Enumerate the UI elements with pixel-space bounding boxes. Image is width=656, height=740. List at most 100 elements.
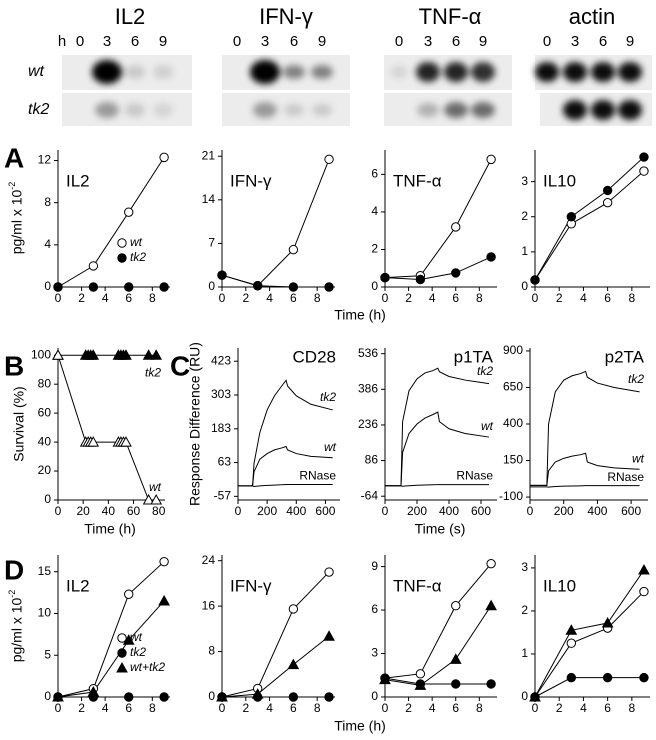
x-tick-label: 4: [429, 291, 436, 305]
data-point: [565, 624, 578, 635]
y-axis-label: pg/ml x 10-2: [7, 182, 24, 255]
data-point: [159, 152, 169, 163]
y-tick-label: 0: [208, 689, 215, 703]
blot-row-label: wt: [28, 63, 45, 80]
legend-marker: [117, 238, 127, 248]
x-tick-label: 400: [587, 504, 607, 518]
y-tick-label: 63: [218, 455, 232, 469]
x-tick-label: 0: [55, 291, 62, 305]
blot-hour-unit: h: [58, 33, 66, 50]
data-point: [150, 493, 163, 505]
data-point: [288, 244, 299, 255]
x-tick-label: 6: [604, 701, 611, 715]
x-tick-label: 2: [78, 291, 85, 305]
y-tick-label: 2: [521, 603, 528, 617]
series-line: [530, 370, 640, 486]
legend-label: tk2: [130, 645, 146, 659]
x-tick-label: 4: [429, 701, 436, 715]
y-tick-label: 0: [521, 689, 528, 703]
x-tick-label: 0: [55, 701, 62, 715]
chart-title: IL2: [66, 576, 90, 595]
series-line: [238, 484, 333, 487]
data-point: [52, 690, 64, 702]
series-line: [385, 367, 490, 487]
y-axis-label: Response Difference (RU): [187, 342, 203, 506]
series-line: [384, 677, 492, 685]
x-tick-label: 200: [257, 504, 277, 518]
x-tick-label: 2: [405, 291, 412, 305]
data-point: [566, 638, 577, 648]
blot-hour: 0: [76, 33, 84, 50]
x-tick-label: 2: [556, 291, 563, 305]
series-line: [57, 561, 165, 698]
x-tick-label: 0: [219, 291, 226, 305]
series-label: tk2: [628, 372, 644, 386]
chart-title: CD28: [293, 347, 336, 366]
series-label: tk2: [477, 364, 493, 378]
data-point: [288, 282, 299, 292]
series-label: wt: [149, 480, 162, 494]
x-axis-label: Time (h): [84, 521, 136, 537]
y-tick-label: 14: [202, 192, 216, 206]
x-tick-label: 8: [149, 701, 156, 715]
series-line: [57, 600, 165, 698]
y-tick-label: 0: [371, 279, 378, 293]
blot-title: IFN-γ: [259, 4, 313, 29]
y-tick-label: 80: [38, 376, 52, 390]
y-tick-label: 236: [358, 417, 378, 431]
data-point: [252, 281, 263, 291]
series-label: tk2: [145, 365, 161, 379]
x-tick-label: 80: [152, 504, 166, 518]
x-tick-label: 600: [315, 504, 335, 518]
y-tick-label: 0: [208, 279, 215, 293]
x-tick-label: 4: [102, 701, 109, 715]
data-point: [451, 679, 461, 689]
data-point: [88, 282, 99, 292]
x-tick-label: 400: [286, 504, 306, 518]
x-tick-label: 400: [439, 504, 459, 518]
x-axis-label: Time (h): [334, 718, 386, 734]
data-point: [451, 268, 461, 278]
y-tick-label: 2: [371, 242, 378, 256]
blot-hour: 3: [571, 33, 579, 50]
blot-hour: 9: [479, 33, 487, 50]
y-tick-label: 0: [44, 492, 51, 506]
x-tick-label: 600: [471, 504, 491, 518]
data-point: [379, 673, 391, 685]
series-label: RNase: [607, 470, 644, 484]
data-point: [124, 207, 134, 217]
series-line: [534, 569, 645, 698]
data-point: [451, 222, 461, 232]
data-point: [87, 349, 100, 360]
y-tick-label: 303: [211, 387, 231, 401]
chart-title: IL10: [543, 171, 576, 190]
x-tick-label: 6: [604, 291, 611, 305]
chart-title: IL2: [66, 171, 90, 190]
x-tick-label: 6: [452, 291, 459, 305]
x-tick-label: 2: [242, 291, 249, 305]
data-point: [324, 692, 334, 702]
x-tick-label: 8: [314, 701, 321, 715]
y-tick-label: 1: [521, 244, 528, 258]
x-tick-label: 4: [102, 291, 109, 305]
data-point: [159, 692, 169, 702]
data-point: [159, 556, 169, 567]
series-line: [221, 274, 330, 288]
y-tick-label: 24: [202, 553, 216, 567]
data-point: [415, 669, 426, 679]
y-tick-label: 8: [44, 195, 51, 209]
y-tick-label: 3: [521, 174, 528, 188]
legend-label: wt: [130, 630, 143, 644]
blot-hour: 3: [424, 33, 432, 50]
data-point: [639, 672, 649, 683]
blot-row-label: tk2: [28, 101, 49, 118]
y-tick-label: 900: [503, 343, 523, 357]
x-axis-label: Time (h): [334, 307, 386, 323]
x-tick-label: 4: [580, 701, 587, 715]
data-point: [216, 690, 228, 702]
data-point: [150, 349, 163, 360]
x-tick-label: 6: [290, 291, 297, 305]
y-tick-label: 7: [208, 236, 215, 250]
x-tick-label: 40: [102, 504, 116, 518]
data-point: [566, 672, 577, 683]
